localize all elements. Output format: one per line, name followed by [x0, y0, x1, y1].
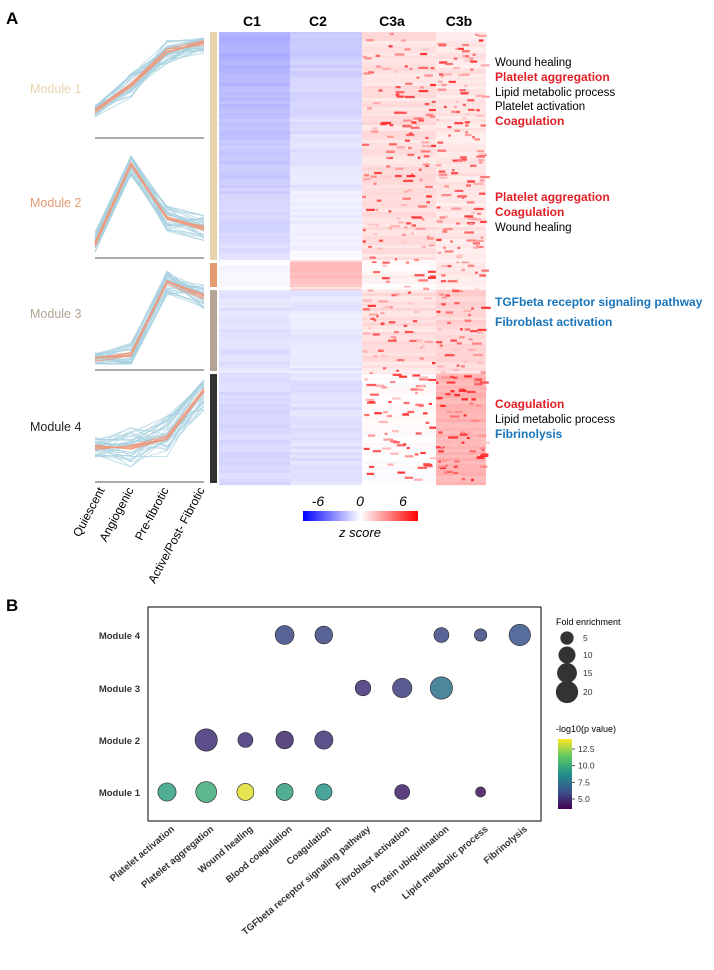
size-legend-circle: [555, 680, 579, 704]
bubble-point: [236, 783, 255, 801]
cluster-label-c1: C1: [243, 13, 261, 29]
module-profile-plots: [94, 37, 205, 483]
heatmap-cluster-c2: [290, 32, 362, 486]
heatmap-cluster-c3b: [436, 32, 491, 486]
color-legend: 12.5 10.0 7.5 5.0: [572, 744, 595, 804]
heatmap: [219, 32, 491, 486]
y-tick-label: Module 4: [99, 631, 141, 642]
bubble-point: [275, 730, 294, 750]
size-legend-title: Fold enrichment: [556, 617, 621, 627]
bubble-point: [157, 782, 177, 802]
panel-b-label: B: [6, 596, 18, 615]
annotation-term: Fibroblast activation: [495, 315, 612, 329]
module-2-color-bar: [210, 263, 217, 287]
y-tick-label: Module 1: [99, 788, 141, 799]
size-legend-label: 5: [583, 633, 588, 643]
bubble-point: [475, 786, 486, 798]
annotation-term: Coagulation: [495, 397, 564, 411]
zscore-tick-neg6: -6: [312, 493, 325, 509]
color-legend-tick: 7.5: [578, 777, 590, 787]
size-legend-circle: [557, 663, 577, 683]
zscore-label: z score: [338, 525, 381, 540]
size-legend-label: 10: [583, 650, 593, 660]
bubble-point: [275, 783, 294, 801]
size-legend-label: 15: [583, 668, 593, 678]
size-legend-circle: [558, 646, 576, 664]
color-legend-title: -log10(p value): [556, 724, 616, 734]
cluster-label-c3a: C3a: [379, 13, 405, 29]
color-legend-tick: 10.0: [578, 761, 595, 771]
annotation-term: Lipid metabolic process: [495, 87, 615, 99]
zscore-colorbar: [303, 511, 418, 521]
annotation-term: Platelet activation: [495, 101, 585, 113]
size-legend-label: 20: [583, 687, 593, 697]
bubble-point: [314, 625, 333, 645]
bubble-point: [392, 678, 413, 698]
color-legend-tick: 12.5: [578, 744, 595, 754]
zscore-tick-6: 6: [399, 493, 407, 509]
module-2-label: Module 2: [30, 196, 81, 210]
color-legend-tick: 5.0: [578, 794, 590, 804]
bubble-point: [508, 624, 531, 646]
bubble-point: [429, 676, 453, 700]
cluster-label-c3b: C3b: [446, 13, 472, 29]
heatmap-cluster-c3a: [362, 32, 440, 486]
module-3-label: Module 3: [30, 307, 81, 321]
cluster-label-c2: C2: [309, 13, 327, 29]
module-4-profile: [94, 379, 205, 483]
x-tick-label: Platelet activation: [108, 824, 177, 884]
size-legend-circle: [560, 631, 574, 645]
module-2-profile: [94, 155, 205, 259]
x-tick-label: Platelet aggregation: [139, 824, 216, 891]
bubble-chart-frame: [147, 606, 542, 822]
heatmap-cluster-c1: [219, 32, 290, 486]
bubble-chart: Module 1 Module 2 Module 3 Module 4 Platelet…: [99, 624, 531, 938]
bubble-point: [314, 730, 334, 750]
bubble-point: [194, 728, 218, 752]
x-tick-label: Fibrinolysis: [482, 824, 530, 867]
x-tick-label: Fibroblast activation: [334, 824, 412, 892]
module-4-color-bar: [210, 374, 217, 483]
module-1-color-bar: [210, 32, 217, 260]
annotation-term: Platelet aggregation: [495, 70, 610, 84]
bubble-point: [237, 732, 254, 748]
color-legend-bar: [558, 739, 572, 809]
module-1-profile: [94, 37, 205, 139]
panel-a-label: A: [6, 9, 18, 28]
bubble-point: [354, 679, 372, 697]
module-3-profile: [94, 270, 205, 371]
bubble-point: [474, 628, 488, 642]
annotation-term: Lipid metabolic process: [495, 414, 615, 426]
module-3-color-bar: [210, 290, 217, 371]
y-tick-label: Module 3: [99, 684, 140, 695]
bubble-point: [274, 625, 295, 645]
annotation-term: Wound healing: [495, 57, 572, 69]
bubble-point: [394, 784, 410, 800]
annotation-term: Coagulation: [495, 114, 564, 128]
zscore-tick-0: 0: [356, 493, 364, 509]
annotation-term: Wound healing: [495, 222, 572, 234]
annotation-term: Coagulation: [495, 205, 564, 219]
annotation-term: Fibrinolysis: [495, 427, 563, 441]
stage-label-prefibrotic: Pre-fibrotic: [132, 485, 172, 543]
x-tick-label: Blood coagulation: [224, 824, 295, 886]
bubble-point: [315, 783, 333, 801]
y-tick-label: Module 2: [99, 736, 140, 747]
size-legend: 5 10 15 20: [555, 631, 593, 704]
module-4-label: Module 4: [30, 420, 81, 434]
annotation-term: TGFbeta receptor signaling pathway: [495, 295, 703, 309]
module-1-label: Module 1: [30, 82, 81, 96]
annotation-term: Platelet aggregation: [495, 190, 610, 204]
bubble-point: [195, 781, 217, 803]
bubble-point: [433, 627, 450, 643]
